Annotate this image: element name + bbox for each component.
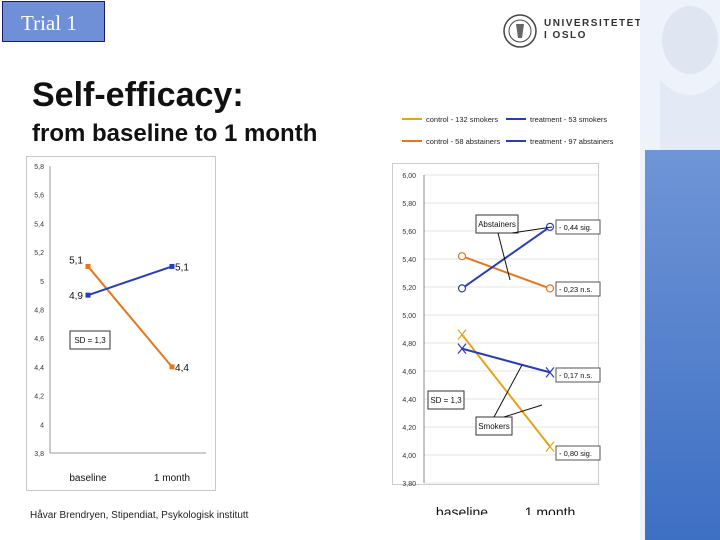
series-line (461, 255, 551, 290)
data-label: 4,9 (69, 291, 83, 302)
university-name: UNIVERSITETET I OSLO (544, 18, 642, 42)
y-tick-label: 6,00 (402, 173, 416, 180)
data-point (457, 284, 467, 293)
data-point (457, 252, 467, 261)
y-tick-label: 5,8 (34, 164, 44, 171)
annotation-smokers: Smokers (478, 422, 510, 431)
annotation-pointer (511, 226, 553, 234)
data-label: 5,1 (175, 262, 189, 273)
annotation-box (427, 390, 465, 410)
y-tick-label: 4,20 (402, 425, 416, 432)
y-tick-label: 4,40 (402, 397, 416, 404)
legend-label: control - 132 smokers (426, 115, 498, 124)
y-tick-label: 4,8 (34, 308, 44, 315)
data-point (457, 329, 467, 340)
y-tick-label: 5,00 (402, 313, 416, 320)
footer-credit: Håvar Brendryen, Stipendiat, Psykologisk… (30, 510, 249, 521)
y-tick-label: 5,6 (34, 193, 44, 200)
annotation-sd: SD = 1,3 (430, 396, 462, 405)
logo-line1: UNIVERSITETET (544, 18, 643, 29)
chart-frame (392, 163, 599, 485)
decorative-panel (645, 150, 720, 540)
x-tick-label: 1 month (154, 473, 190, 484)
decorative-sidebar (640, 0, 720, 540)
data-label: 4,4 (175, 363, 189, 374)
chart-right: control - 132 smokers treatment - 53 smok… (392, 115, 614, 515)
x-tick-label: 1 month (525, 504, 576, 515)
result-box (555, 219, 601, 235)
chart-left: 5,8 5,6 5,4 5,2 5 4,8 4,6 4,4 4,2 4 3,8 baseline 1 m… (26, 156, 216, 491)
chart-frame (26, 156, 216, 491)
y-tick-label: 5,4 (34, 221, 44, 228)
annotation-abstainers: Abstainers (478, 220, 516, 229)
annotation-box (69, 330, 111, 350)
series-line (461, 347, 551, 374)
statue-icon (660, 6, 720, 150)
y-tick-label: 4,4 (34, 365, 44, 372)
y-tick-label: 5,20 (402, 285, 416, 292)
y-tick-label: 3,80 (402, 481, 416, 488)
annotation-box (475, 214, 519, 234)
result-box (555, 367, 601, 383)
trial-label-box: Trial 1 (2, 1, 105, 42)
result-box (555, 445, 601, 461)
annotation-pointer (497, 232, 511, 281)
series-line (87, 265, 173, 297)
slide-title: Self-efficacy: (32, 76, 244, 114)
y-tick-label: 5,60 (402, 229, 416, 236)
legend-label: treatment - 97 abstainers (530, 137, 614, 146)
y-tick-label: 5 (40, 279, 44, 286)
annotation-pointer (493, 364, 523, 418)
data-point (545, 284, 555, 293)
y-tick-label: 4,6 (34, 336, 44, 343)
logo-line2: I OSLO (544, 30, 587, 41)
result-label: - 0,44 sig. (559, 223, 592, 232)
data-point (169, 263, 175, 269)
data-label: 5,1 (69, 255, 83, 266)
annotation-pointer (503, 404, 543, 418)
annotation-sd: SD = 1,3 (74, 336, 106, 345)
result-box (555, 281, 601, 297)
y-tick-label: 5,2 (34, 250, 44, 257)
trial-label: Trial 1 (21, 11, 77, 35)
y-tick-label: 4,2 (34, 394, 44, 401)
y-tick-label: 3,8 (34, 451, 44, 458)
series-line (87, 265, 173, 368)
y-tick-label: 4,80 (402, 341, 416, 348)
series-line (461, 225, 551, 290)
y-tick-label: 4 (40, 422, 44, 429)
data-point (545, 367, 555, 378)
data-point (85, 292, 91, 298)
university-seal-icon (503, 14, 537, 48)
y-tick-label: 5,80 (402, 201, 416, 208)
slide-subtitle: from baseline to 1 month (32, 120, 318, 147)
legend-label: treatment - 53 smokers (530, 115, 607, 124)
x-tick-label: baseline (69, 473, 107, 484)
y-tick-label: 4,00 (402, 453, 416, 460)
result-label: - 0,17 n.s. (559, 371, 592, 380)
result-label: - 0,80 sig. (559, 449, 592, 458)
data-point (85, 263, 91, 269)
legend-label: control - 58 abstainers (426, 137, 500, 146)
y-tick-label: 4,60 (402, 369, 416, 376)
data-point (457, 343, 467, 354)
result-label: - 0,23 n.s. (559, 285, 592, 294)
y-tick-label: 5,40 (402, 257, 416, 264)
x-tick-label: baseline (436, 504, 488, 515)
data-point (169, 364, 175, 370)
data-point (545, 441, 555, 452)
university-logo: UNIVERSITETET I OSLO (502, 12, 642, 50)
